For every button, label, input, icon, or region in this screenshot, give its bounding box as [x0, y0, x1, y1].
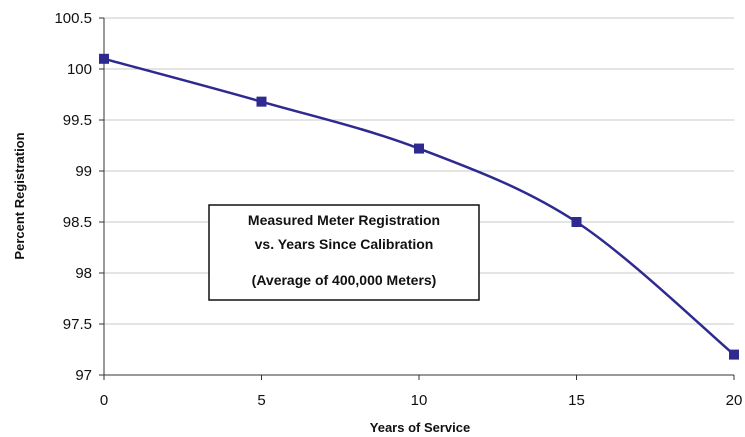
y-tick-label-3: 98.5: [63, 214, 92, 231]
y-tick-label-0: 97: [75, 367, 92, 384]
x-tick-label-2: 10: [411, 392, 428, 409]
x-tick-label-3: 15: [568, 392, 585, 409]
x-tick-label-0: 0: [100, 392, 108, 409]
data-point-4: [729, 349, 739, 360]
axes-layer: [99, 17, 735, 380]
labels-layer: 97 97.5 98 98.5 99 99.5 100 100.5 0 5 10 15 20: [54, 10, 742, 409]
y-tick-label-5: 99.5: [63, 112, 92, 129]
data-point-0: [99, 53, 109, 64]
data-point-1: [256, 96, 267, 107]
y-tick-label-7: 100.5: [54, 10, 92, 27]
series-layer: [99, 53, 739, 360]
y-tick-label-4: 99: [75, 163, 92, 180]
annotation-box: Measured Meter Registration vs. Years Si…: [208, 204, 480, 301]
annotation-line-3: (Average of 400,000 Meters): [252, 272, 437, 288]
annotation-line-2: vs. Years Since Calibration: [255, 236, 434, 252]
data-point-2: [414, 143, 424, 154]
x-axis-title: Years of Service: [370, 420, 470, 435]
annotation-border: [208, 204, 480, 301]
series-line-0: [103, 57, 735, 356]
annotation-line-1: Measured Meter Registration: [248, 212, 440, 228]
y-tick-label-6: 100: [67, 61, 92, 78]
y-axis-title: Percent Registration: [12, 132, 27, 259]
y-tick-label-1: 97.5: [63, 316, 92, 333]
data-point-3: [571, 217, 582, 227]
y-tick-label-2: 98: [75, 265, 92, 282]
x-tick-label-4: 20: [726, 392, 743, 409]
x-tick-label-1: 5: [257, 392, 265, 409]
